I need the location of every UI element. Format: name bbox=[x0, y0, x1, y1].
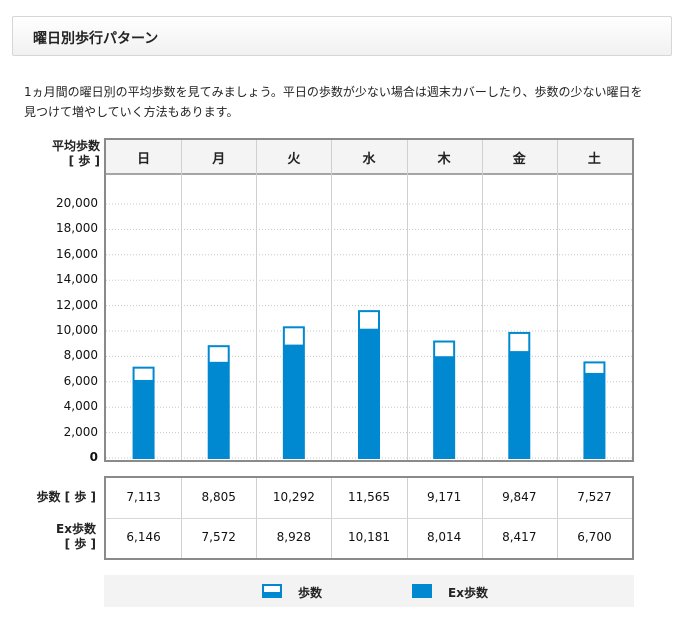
y-tick-label: 20,000 bbox=[56, 196, 98, 210]
x-tick-label: 木 bbox=[437, 151, 452, 167]
table-cell: 8,417 bbox=[502, 530, 537, 544]
bar-ex-steps bbox=[208, 361, 229, 458]
y-tick-label: 0 bbox=[89, 450, 98, 464]
legend-steps-label: 歩数 bbox=[298, 586, 323, 600]
chart-header-row bbox=[106, 140, 632, 174]
legend-ex-label: Ex歩数 bbox=[448, 586, 488, 600]
y-tick-label: 16,000 bbox=[56, 246, 98, 261]
table-cell: 7,113 bbox=[126, 490, 161, 504]
bar-ex-steps bbox=[359, 328, 379, 458]
y-tick-label: 10,000 bbox=[56, 323, 98, 337]
x-tick-label: 火 bbox=[287, 152, 301, 167]
legend-steps-swatch bbox=[262, 584, 282, 598]
y-tick-label: 8,000 bbox=[63, 348, 98, 363]
x-tick-label: 月 bbox=[211, 152, 225, 167]
x-tick-label: 水 bbox=[362, 151, 376, 167]
table-cell: 8,014 bbox=[426, 530, 462, 544]
bar-ex-steps bbox=[283, 344, 304, 458]
table-cell: 6,700 bbox=[577, 530, 612, 544]
table-cell: 7,572 bbox=[201, 530, 236, 544]
bar-ex-steps bbox=[434, 356, 455, 458]
table-cell: 8,928 bbox=[276, 530, 312, 544]
table-cell: 9,847 bbox=[502, 490, 537, 504]
data-table: 7,113 8,805 10,292 11,565 9,171 9,847 7,527 6,1… bbox=[104, 476, 634, 560]
y-tick-label: 4,000 bbox=[63, 399, 98, 414]
table-cell: 8,805 bbox=[201, 490, 236, 504]
y-tick-label: 6,000 bbox=[63, 373, 98, 388]
table-cell: 6,146 bbox=[126, 530, 161, 544]
table-row-label-steps: 歩数 [ 歩 ] bbox=[36, 490, 96, 504]
chart-canvas: 日月火水木金土 bbox=[106, 140, 632, 460]
x-tick-label: 日 bbox=[137, 152, 150, 167]
y-axis-label: 平均歩数[ 歩 ] bbox=[51, 139, 100, 168]
bar-ex-steps bbox=[584, 372, 605, 458]
y-axis-ticks: 20,000 18,000 16,000 14,000 12,000 10,000 8,00… bbox=[30, 0, 98, 633]
table-cell: 9,171 bbox=[426, 490, 462, 504]
bar-chart: 日月火水木金土 bbox=[104, 138, 634, 462]
table-cell: 10,181 bbox=[347, 530, 390, 544]
bar-ex-steps bbox=[133, 379, 154, 458]
table-cell: 10,292 bbox=[272, 490, 315, 504]
x-tick-label: 金 bbox=[512, 151, 527, 167]
table-cell: 7,527 bbox=[577, 490, 612, 504]
section-title: 曜日別歩行パターン bbox=[33, 31, 159, 47]
description-text: 1ヵ月間の曜日別の平均歩数を見てみましょう。平日の歩数が少ない場合は週末カバーし… bbox=[24, 85, 643, 119]
legend-ex-swatch bbox=[412, 584, 432, 598]
table-row-label-ex: Ex歩数[ 歩 ] bbox=[56, 522, 96, 551]
section-header: 曜日別歩行パターン bbox=[12, 16, 672, 56]
table-cell: 11,565 bbox=[347, 490, 390, 504]
y-tick-label: 18,000 bbox=[56, 221, 98, 236]
legend: 歩数 Ex歩数 bbox=[104, 575, 634, 607]
y-tick-label: 2,000 bbox=[63, 424, 98, 439]
table-row-divider bbox=[106, 518, 632, 519]
y-tick-label: 12,000 bbox=[56, 297, 98, 312]
x-tick-label: 土 bbox=[588, 151, 601, 167]
y-tick-label: 14,000 bbox=[56, 272, 98, 287]
bar-ex-steps bbox=[509, 351, 530, 458]
